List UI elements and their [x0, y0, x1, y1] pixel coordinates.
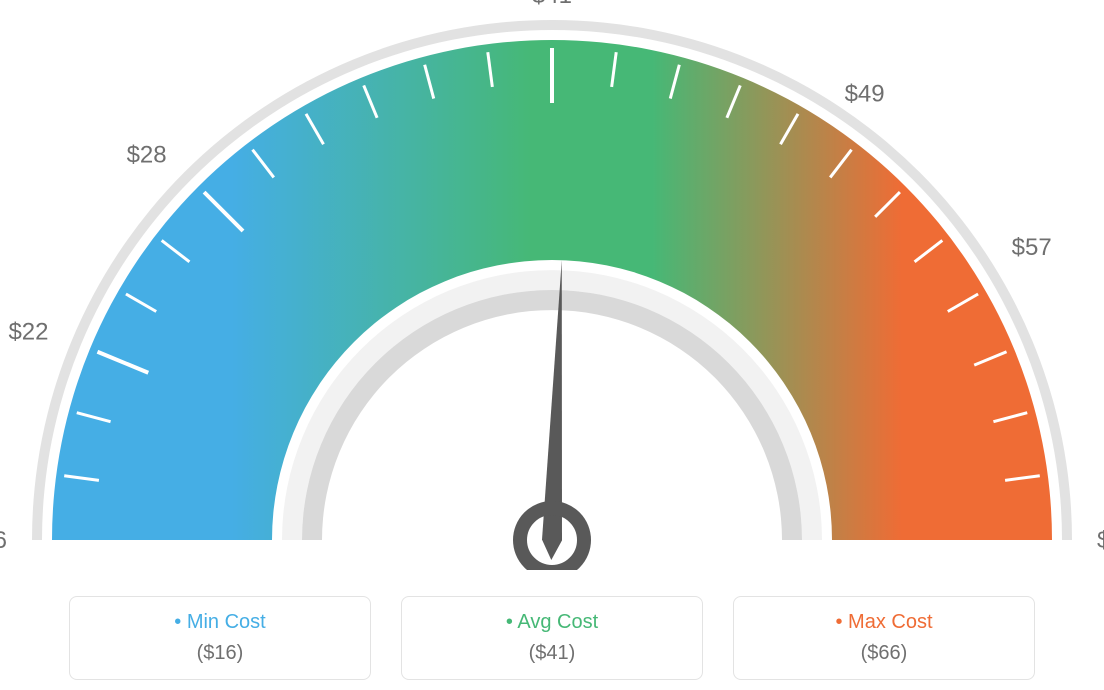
svg-text:$49: $49	[845, 81, 885, 108]
legend-value-max: ($66)	[734, 642, 1034, 665]
svg-text:$66: $66	[1097, 527, 1104, 554]
legend-row: Min Cost ($16) Avg Cost ($41) Max Cost (…	[0, 596, 1104, 680]
legend-card-max: Max Cost ($66)	[733, 596, 1035, 680]
legend-value-avg: ($41)	[402, 642, 702, 665]
svg-text:$57: $57	[1012, 234, 1052, 261]
gauge-area: $16 $22 $28 $41 $49 $57 $66	[0, 0, 1104, 570]
svg-text:$16: $16	[0, 527, 7, 554]
cost-gauge-chart: $16 $22 $28 $41 $49 $57 $66 Min Cost ($16) Avg…	[0, 0, 1104, 690]
legend-title-min: Min Cost	[70, 611, 370, 634]
legend-title-avg: Avg Cost	[402, 611, 702, 634]
legend-value-min: ($16)	[70, 642, 370, 665]
svg-text:$22: $22	[8, 318, 48, 345]
legend-card-avg: Avg Cost ($41)	[401, 596, 703, 680]
svg-text:$41: $41	[532, 0, 572, 9]
legend-title-max: Max Cost	[734, 611, 1034, 634]
svg-text:$28: $28	[127, 142, 167, 169]
legend-card-min: Min Cost ($16)	[69, 596, 371, 680]
